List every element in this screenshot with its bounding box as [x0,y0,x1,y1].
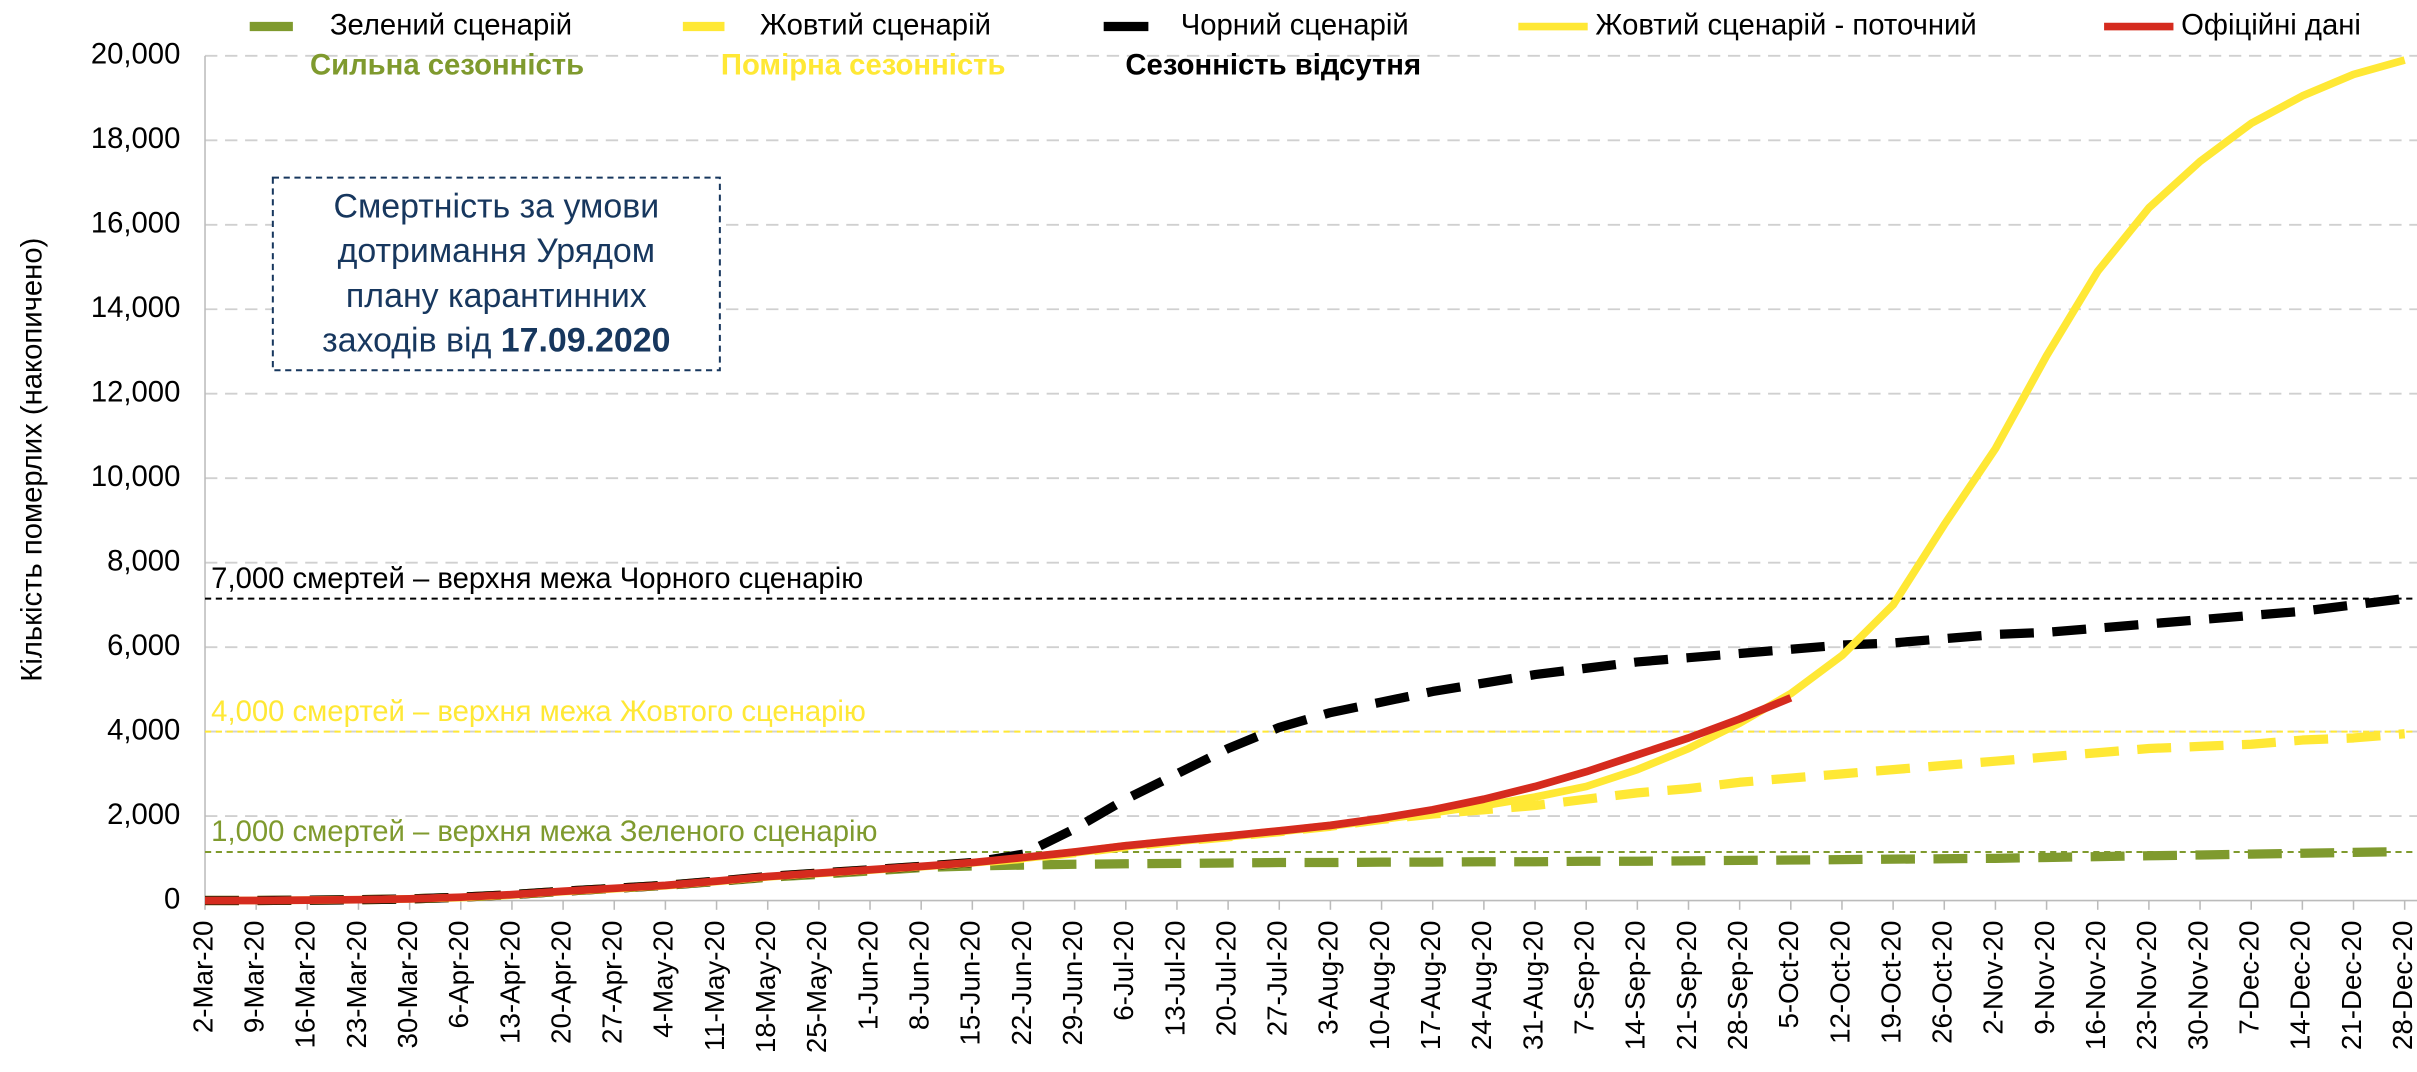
annotation-line: Смертність за умови [334,187,660,225]
x-tick-label: 13-Jul-20 [1159,921,1190,1037]
legend-label: Чорний сценарій [1181,8,1409,41]
x-tick-label: 30-Nov-20 [2182,921,2213,1051]
annotation-box [271,176,721,372]
x-tick-label: 27-Jul-20 [1262,921,1293,1037]
x-tick-label: 21-Sep-20 [1671,921,1702,1051]
annotation-line: плану карантинних [346,277,647,315]
x-tick-label: 26-Oct-20 [1927,921,1958,1044]
x-tick-label: 11-May-20 [699,921,730,1052]
x-tick-label: 21-Dec-20 [2336,921,2367,1051]
legend-label: Жовтий сценарій - поточний [1595,8,1976,41]
y-tick-label: 12,000 [91,375,181,408]
x-tick-label: 29-Jun-20 [1057,921,1088,1046]
legend-subtitle: Сезонність відсутня [1125,48,1421,81]
legend-label: Зелений сценарій [330,8,572,41]
reference-label: 4,000 смертей – верхня межа Жовтого сцен… [211,695,866,728]
x-tick-label: 2-Nov-20 [1978,921,2009,1035]
x-tick-label: 10-Aug-20 [1364,921,1395,1051]
legend-subtitle: Сильна сезонність [310,48,584,81]
annotation-text: заходів від 17.09.2020 [322,322,670,360]
series-line [205,846,2405,906]
x-tick-label: 24-Aug-20 [1466,921,1497,1051]
x-tick-label: 18-May-20 [750,921,781,1054]
y-tick-label: 14,000 [91,291,181,324]
annotation-bold: 17.09.2020 [501,322,671,360]
x-tick-label: 31-Aug-20 [1517,921,1548,1051]
y-tick-label: 6,000 [107,629,180,662]
x-tick-label: 7-Dec-20 [2234,921,2265,1035]
x-tick-label: 16-Mar-20 [290,921,321,1049]
x-tick-label: 28-Sep-20 [1722,921,1753,1051]
annotation-text: плану карантинних [346,277,647,315]
x-tick-label: 15-Jun-20 [955,921,986,1046]
x-tick-label: 14-Sep-20 [1620,921,1651,1051]
x-tick-label: 17-Aug-20 [1415,921,1446,1051]
x-tick-label: 6-Jul-20 [1108,921,1139,1021]
x-tick-label: 13-Apr-20 [494,921,525,1044]
x-tick-label: 12-Oct-20 [1824,921,1855,1044]
x-tick-label: 9-Nov-20 [2029,921,2060,1035]
x-tick-label: 9-Mar-20 [238,921,269,1034]
legend-subtitle: Помірна сезонність [721,48,1006,81]
x-tick-label: 16-Nov-20 [2080,921,2111,1051]
x-tick-label: 20-Apr-20 [545,921,576,1044]
reference-label: 1,000 смертей – верхня межа Зеленого сце… [211,815,877,848]
x-tick-label: 25-May-20 [801,921,832,1054]
y-tick-label: 0 [164,882,180,915]
x-tick-label: 14-Dec-20 [2285,921,2316,1051]
x-tick-label: 6-Apr-20 [443,921,474,1029]
y-tick-label: 2,000 [107,798,180,831]
x-tick-label: 20-Jul-20 [1210,921,1241,1037]
y-axis-label: Кількість померлих (накопичено) [16,238,49,682]
legend-label: Жовтий сценарій [760,8,991,41]
y-tick-label: 10,000 [91,460,181,493]
y-tick-label: 4,000 [107,713,180,746]
y-tick-label: 20,000 [91,38,181,71]
series-line [205,593,2406,906]
reference-label: 7,000 смертей – верхня межа Чорного сцен… [211,562,863,595]
x-tick-label: 4-May-20 [648,921,679,1038]
y-tick-label: 18,000 [91,122,181,155]
y-tick-label: 8,000 [107,544,180,577]
x-tick-label: 1-Jun-20 [852,921,883,1030]
legend-label: Офіційні дані [2181,8,2361,41]
x-tick-label: 8-Jun-20 [904,921,935,1030]
x-tick-label: 28-Dec-20 [2387,921,2417,1051]
x-tick-label: 30-Mar-20 [392,921,423,1049]
annotation-text: дотримання Урядом [338,232,655,270]
annotation-text: Смертність за умови [334,187,660,225]
x-tick-label: 7-Sep-20 [1569,921,1600,1035]
annotation-line: дотримання Урядом [338,232,655,270]
x-tick-label: 19-Oct-20 [1875,921,1906,1044]
x-tick-label: 3-Aug-20 [1313,921,1344,1035]
x-tick-label: 5-Oct-20 [1773,921,1804,1029]
x-tick-label: 23-Mar-20 [341,921,372,1049]
x-tick-label: 23-Nov-20 [2131,921,2162,1051]
x-tick-label: 22-Jun-20 [1006,921,1037,1046]
series-line [205,694,1793,905]
x-tick-label: 27-Apr-20 [597,921,628,1044]
annotation-line: заходів від [322,322,501,360]
y-tick-label: 16,000 [91,207,181,240]
x-tick-label: 2-Mar-20 [187,921,218,1034]
